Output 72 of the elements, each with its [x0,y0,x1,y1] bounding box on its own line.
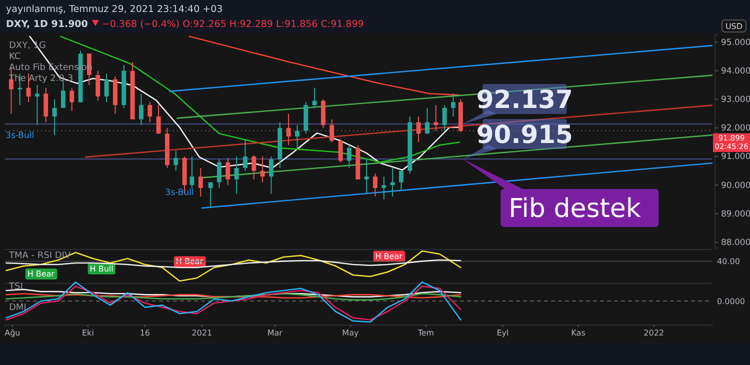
y-tick-label: 93.000 [721,95,750,106]
candlestick [268,156,274,194]
ref-line-label: 0.0000 [717,297,745,306]
line-series [188,36,460,96]
candlestick [234,156,239,194]
candlestick [390,167,395,198]
candlestick [138,93,144,126]
text: 40.00 [717,257,740,266]
annotation: 3s-Bull [165,188,194,198]
x-tick-label: Ağu [4,328,20,338]
candlestick [442,104,447,132]
candlestick [70,87,74,112]
annotation: Fib destek [508,194,642,224]
annotation: KC [9,52,21,62]
candlestick [148,102,152,123]
y-tick-label: 92.000 [721,124,750,134]
candlestick [450,93,456,117]
annotation: H Bear [27,270,56,278]
candlestick [260,156,265,183]
x-tick-label: Eyl [496,328,509,338]
candlestick [198,167,203,198]
candlestick [434,104,438,132]
y-tick-label: 94.000 [721,66,750,76]
candlestick [96,70,100,102]
y-axis-title: USD [725,22,743,31]
chart-title: TSI [8,282,23,292]
candlestick [34,84,40,126]
annotation: 3s-Bull [6,131,34,142]
candlestick [104,73,109,103]
annotation: DMI [9,303,26,313]
x-tick-label: May [342,328,359,338]
y-tick-label: 95.000 [721,38,750,48]
annotation: H Bull [90,264,114,274]
candlestick [294,124,300,148]
y-tick-label: 88.000 [721,238,750,248]
x-tick-label: Kas [571,328,586,338]
candlestick [252,154,256,180]
candlestick [372,173,378,198]
candlestick [364,158,369,194]
annotation: H Bear [375,252,404,261]
annotation: H Bear [176,257,204,266]
candlestick [416,116,421,143]
legend-label: 90.915 [476,120,573,149]
candlestick [382,176,386,200]
candlestick [156,104,161,134]
candlestick [242,138,248,172]
candlestick [346,144,352,168]
x-tick-label: 2022 [644,328,664,338]
candlestick [338,138,343,163]
candlestick [190,156,194,188]
x-tick-label: Tem [416,328,434,338]
candlestick [52,98,57,136]
candlestick [208,182,213,208]
candlestick [424,107,430,134]
candlestick [398,170,404,192]
x-tick-label: 16 [140,328,150,338]
y-tick-label: 91.000 [721,152,750,162]
candlestick [312,87,317,108]
chart-title: DXY, 1D 91.900 −0.368 (−0.4%) O:92.265 H:92.289 L:91.856 C:91.899 [6,19,364,30]
x-tick-label: Mar [267,328,284,338]
candlestick [226,157,230,186]
candlestick [44,87,48,123]
candlestick [216,158,222,188]
y-tick-label: 89.000 [721,209,750,220]
y-tick-label: 90.000 [721,180,750,191]
candlestick [330,118,334,143]
chart-subtitle: yayınlanmış, Temmuz 29, 2021 23:14:40 +03 [6,4,223,15]
ref-line-label: 92.137 [476,85,573,114]
x-tick-label: Eki [82,328,94,338]
candlestick [174,150,178,172]
candlestick [286,113,291,146]
x-tick-label: 2021 [192,328,212,338]
